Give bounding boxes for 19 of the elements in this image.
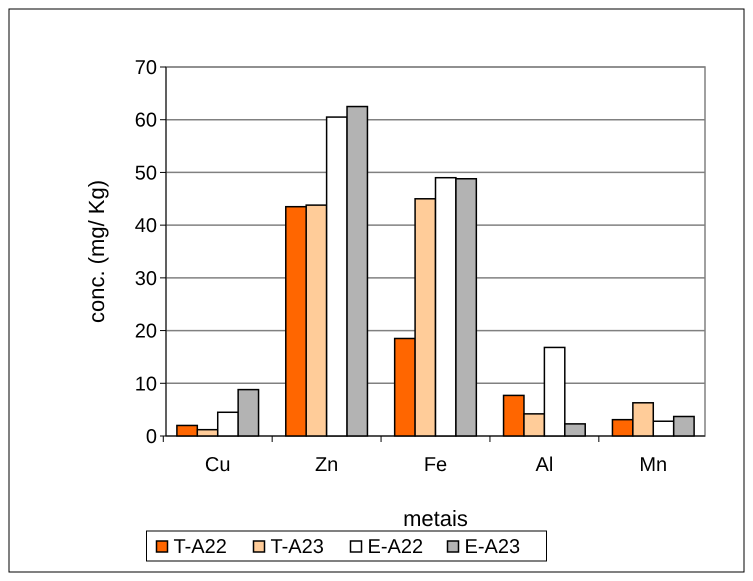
y-tick-label: 10 — [134, 373, 157, 396]
x-tick-label: Mn — [639, 454, 668, 476]
y-tick-label: 40 — [134, 215, 157, 238]
y-tick-label: 30 — [134, 268, 157, 290]
x-tick-label: Zn — [314, 454, 338, 476]
y-tick-label: 20 — [134, 320, 157, 343]
y-axis-title: conc. (mg/ Kg) — [84, 180, 109, 324]
x-tick-label: Fe — [424, 454, 448, 476]
y-tick-label: 70 — [134, 57, 157, 79]
legend-label: E-A22 — [368, 536, 424, 558]
legend-label: E-A23 — [464, 536, 520, 558]
y-tick-label: 0 — [146, 426, 157, 448]
x-tick-label: Cu — [204, 454, 231, 476]
x-tick-label: Al — [535, 454, 554, 476]
legend-label: T-A23 — [270, 536, 324, 558]
legend-label: T-A22 — [174, 536, 227, 558]
x-axis-title: metais — [403, 506, 468, 531]
y-tick-label: 50 — [134, 162, 157, 184]
y-tick-label: 60 — [134, 110, 157, 132]
